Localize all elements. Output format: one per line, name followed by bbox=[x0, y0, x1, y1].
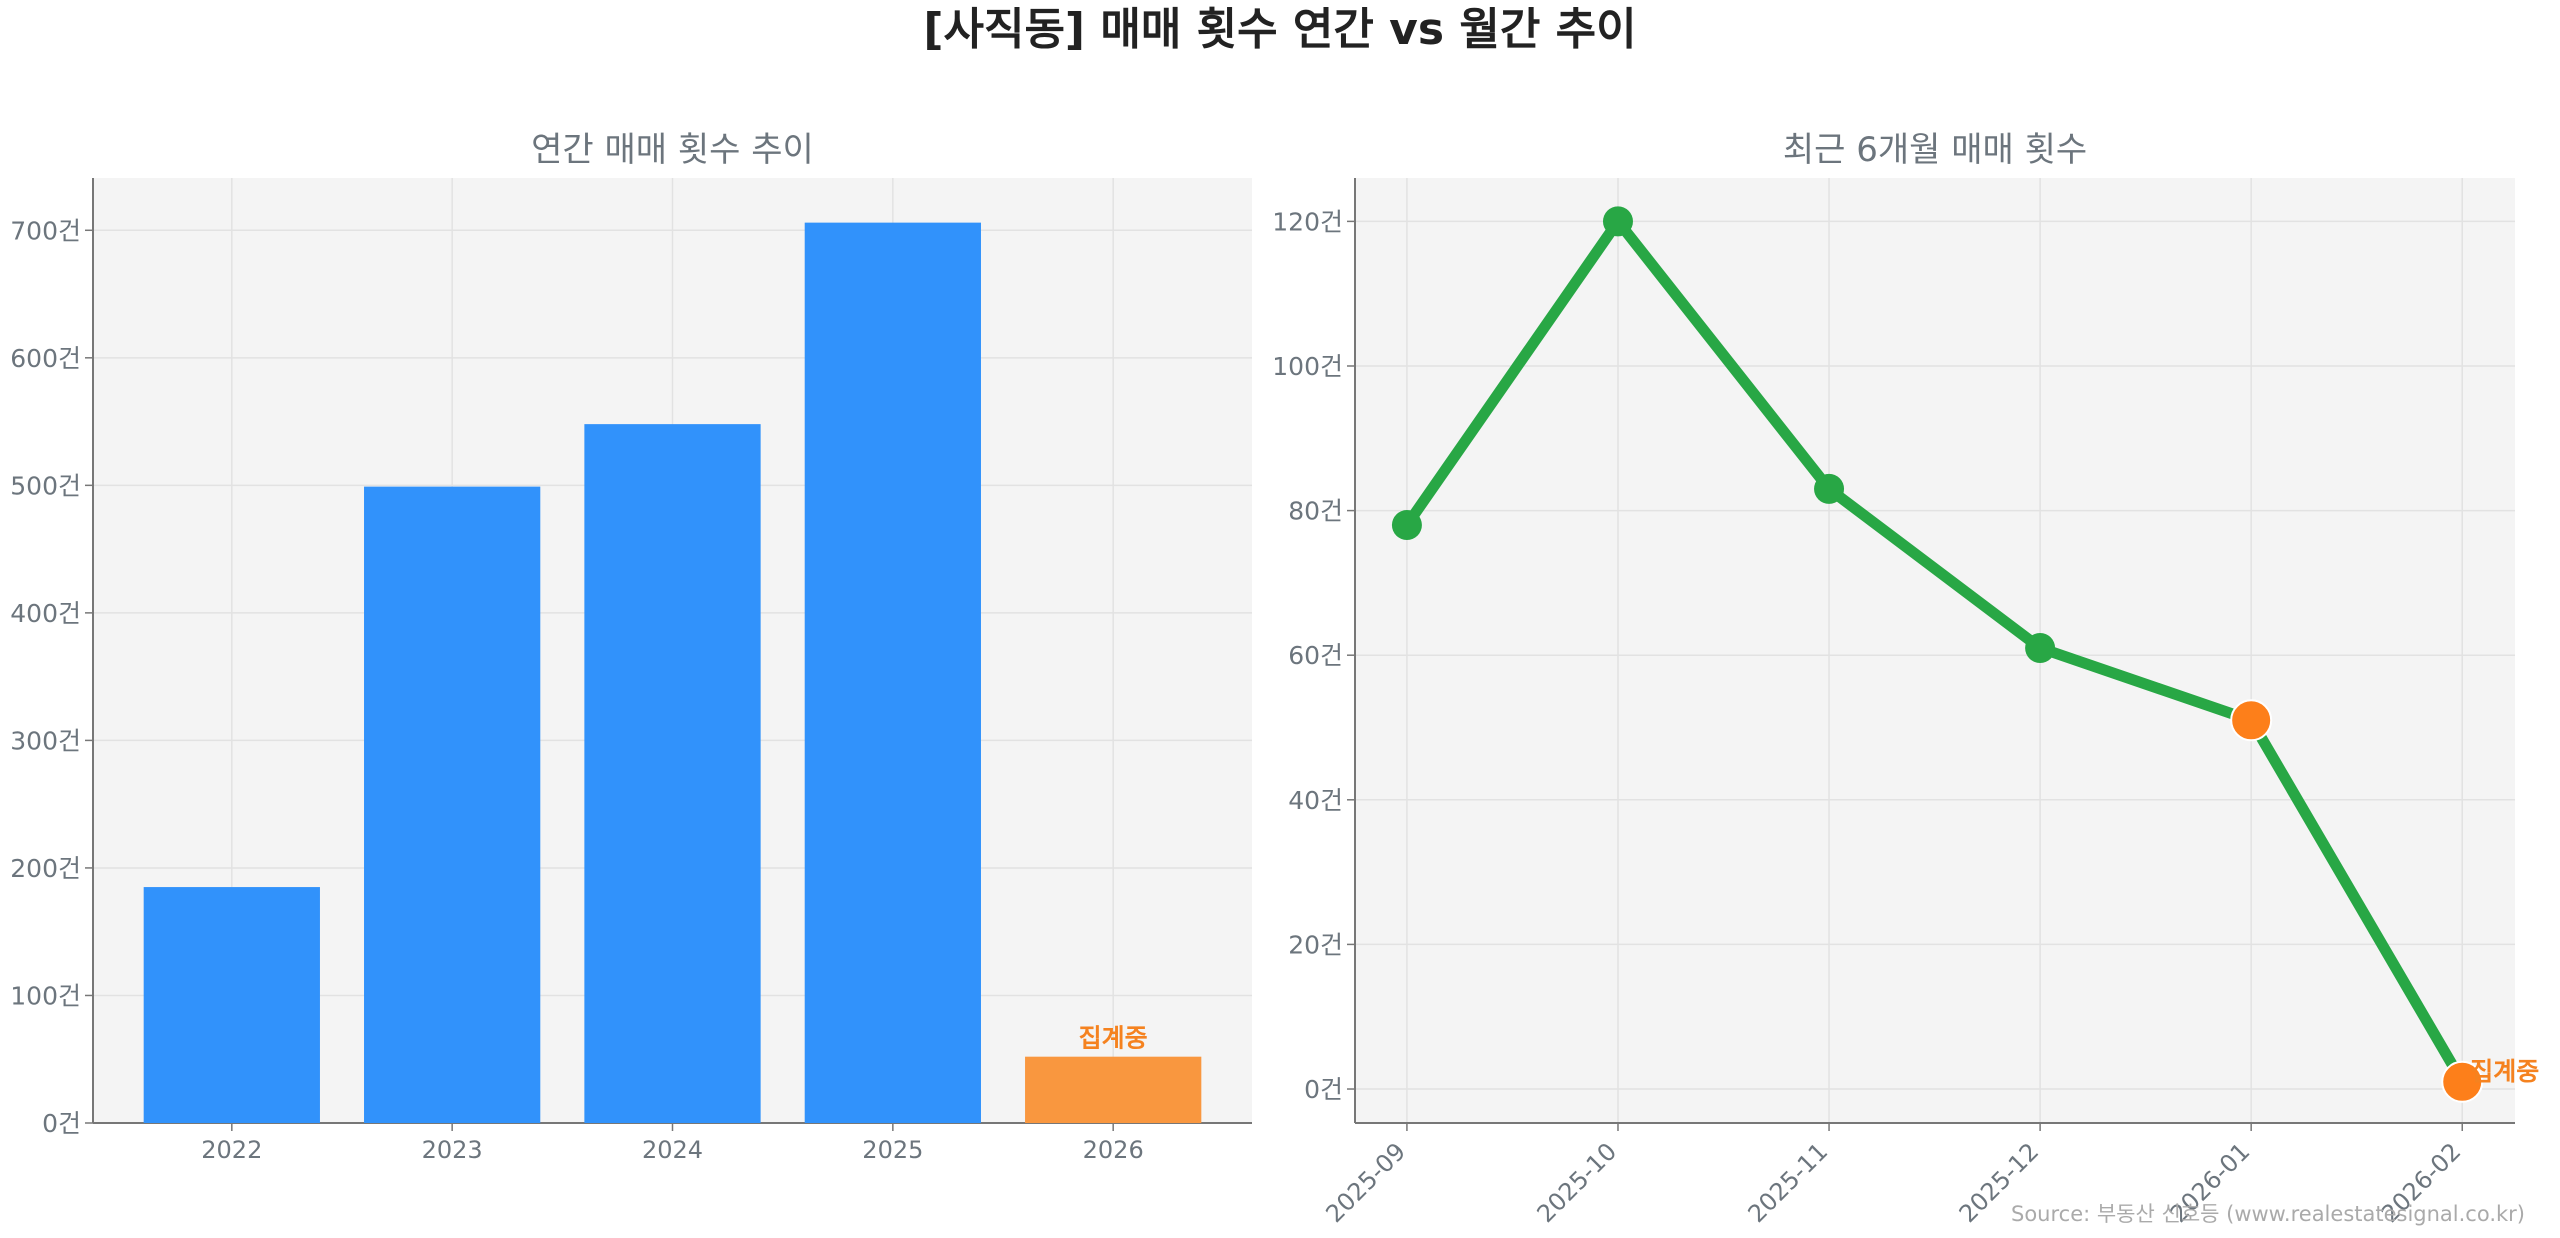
chart-title: 최근 6개월 매매 횟수 bbox=[1783, 130, 2087, 170]
y-tick-label: 0건 bbox=[1304, 1075, 1343, 1104]
x-tick-label: 2022 bbox=[201, 1136, 262, 1164]
bar-2025 bbox=[804, 222, 981, 1123]
y-tick-label: 500건 bbox=[10, 471, 81, 500]
y-tick-label: 600건 bbox=[10, 344, 81, 373]
series-line bbox=[1402, 215, 2467, 1085]
y-tick-label: 80건 bbox=[1288, 497, 1343, 526]
status-annotation: 집계중 bbox=[1079, 1024, 1148, 1053]
data-point-2025-10 bbox=[1602, 206, 1633, 237]
data-point-2025-09 bbox=[1391, 510, 1422, 541]
source-note: Source: 부동산 신호등 (www.realestatesignal.co… bbox=[2011, 1202, 2525, 1226]
x-tick-label: 2025 bbox=[862, 1136, 923, 1164]
y-tick-label: 100건 bbox=[10, 981, 81, 1010]
bar-2026 bbox=[1025, 1056, 1202, 1123]
bar-2024 bbox=[584, 424, 761, 1123]
x-tick-label: 2025-09 bbox=[1320, 1137, 1411, 1228]
bar-2022 bbox=[143, 887, 320, 1123]
data-point-2026-01 bbox=[2230, 699, 2273, 742]
y-tick-label: 300건 bbox=[10, 726, 81, 755]
y-tick-label: 60건 bbox=[1288, 641, 1343, 670]
y-tick-label: 200건 bbox=[10, 854, 81, 883]
y-tick-label: 120건 bbox=[1272, 207, 1343, 236]
figure-title: [사직동] 매매 횟수 연간 vs 월간 추이 bbox=[923, 4, 1636, 55]
x-tick-label: 2023 bbox=[422, 1136, 483, 1164]
monthly-line-chart: 0건 20건 40건 60건 80건 100건 120건 최근 6개월 매매 횟수 2025-0… bbox=[1272, 130, 2539, 1228]
y-tick-label: 100건 bbox=[1272, 352, 1343, 381]
x-tick-label: 2025-10 bbox=[1532, 1137, 1623, 1228]
y-tick-label: 40건 bbox=[1288, 786, 1343, 815]
data-point-2026-02 bbox=[2441, 1060, 2484, 1103]
x-tick-label: 2025-11 bbox=[1743, 1137, 1834, 1228]
annual-bar-chart: 0건 100건 200건 300건 400건 500건 600건 700건 연간 매매 횟수 추… bbox=[10, 130, 1252, 1164]
x-tick-label: 2024 bbox=[642, 1136, 703, 1164]
x-tick-label: 2026 bbox=[1083, 1136, 1144, 1164]
y-tick-label: 400건 bbox=[10, 599, 81, 628]
chart-title: 연간 매매 횟수 추이 bbox=[531, 130, 814, 170]
y-tick-label: 700건 bbox=[10, 216, 81, 245]
plot-area bbox=[1355, 178, 2515, 1123]
y-tick-label: 20건 bbox=[1288, 930, 1343, 959]
y-tick-label: 0건 bbox=[42, 1109, 81, 1138]
status-annotation: 집계중 bbox=[2470, 1057, 2539, 1086]
bar-2023 bbox=[364, 486, 541, 1123]
data-point-2025-12 bbox=[2025, 632, 2056, 663]
data-point-2025-11 bbox=[1814, 473, 1845, 504]
